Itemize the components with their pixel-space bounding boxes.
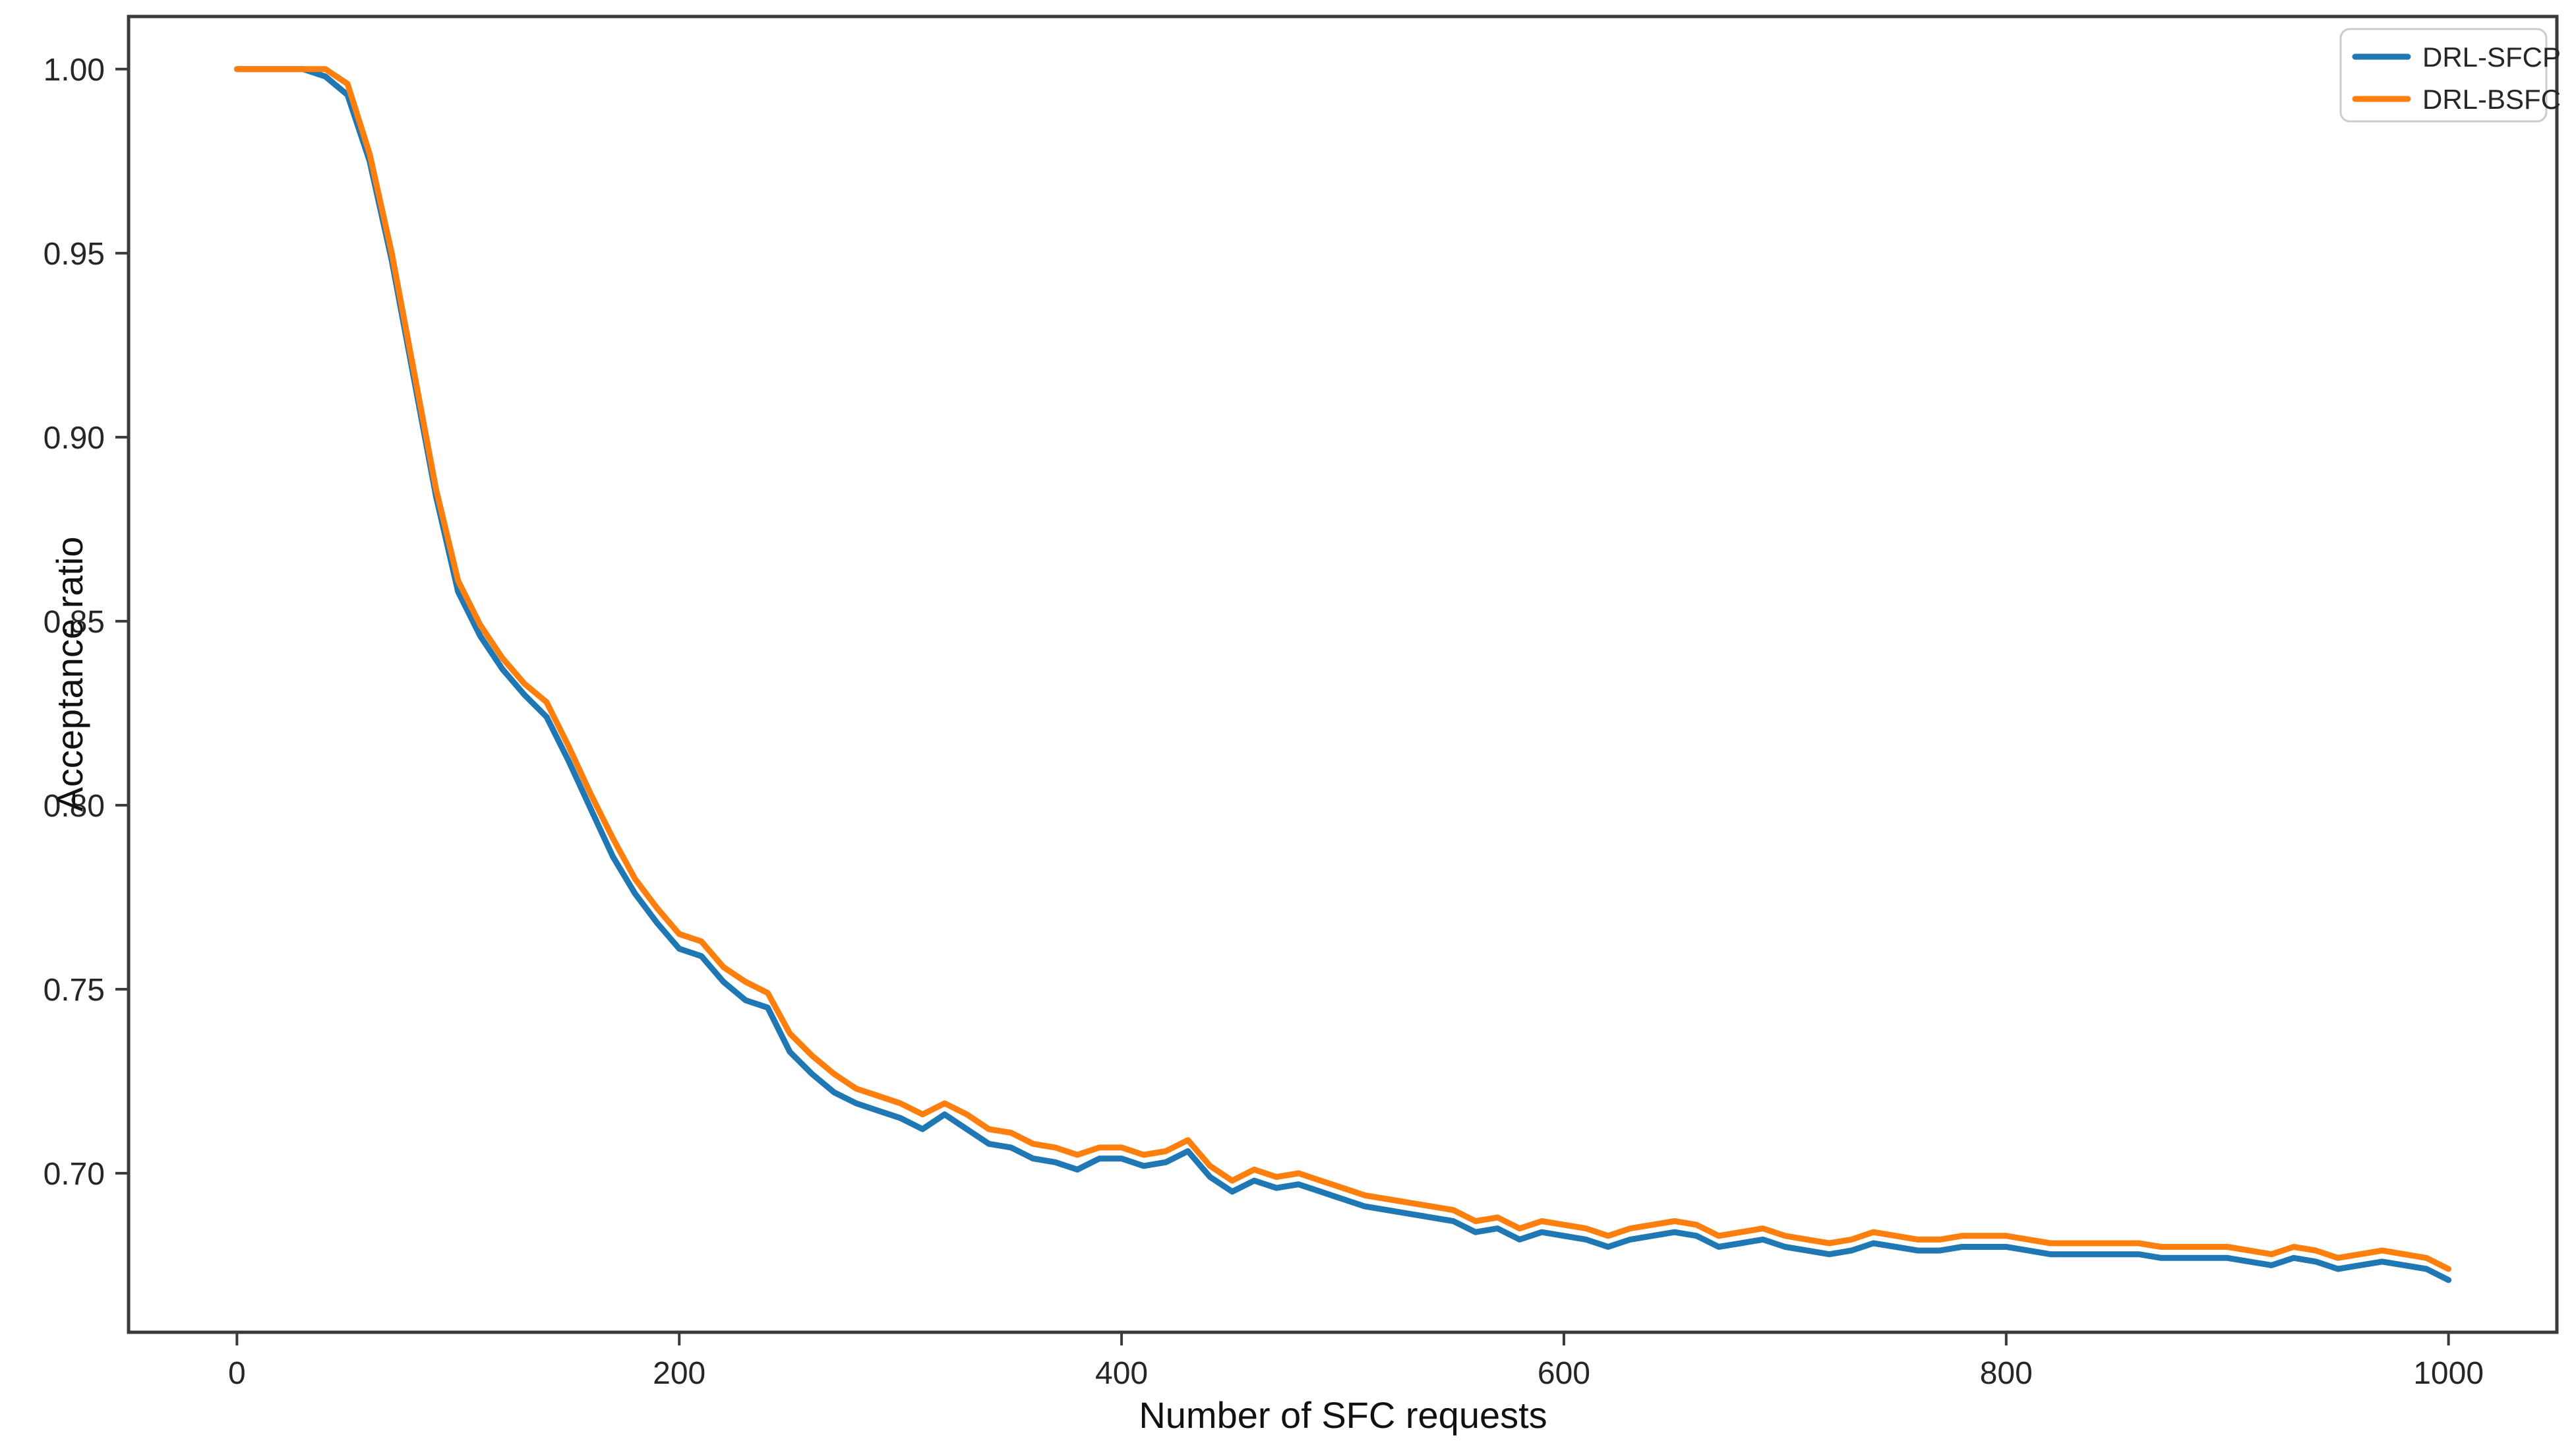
axes-spines xyxy=(127,15,2559,1334)
y-tick-label: 0.80 xyxy=(44,789,105,824)
series-line-drl-sfcp xyxy=(233,66,2452,1283)
y-tick-label: 0.75 xyxy=(44,973,105,1008)
legend-label-drl-sfcp: DRL-SFCP xyxy=(2422,42,2561,73)
plot-area: 0 200 400 600 800 1000 1.00 0.95 0.90 0.85 0.80 0.7… xyxy=(44,53,2484,1391)
x-tick-label: 800 xyxy=(1980,1356,2033,1391)
y-tick-label: 1.00 xyxy=(44,53,105,88)
legend-label-drl-bsfc: DRL-BSFC xyxy=(2422,84,2561,115)
series-line-drl-bsfc xyxy=(233,66,2452,1272)
x-tick-label: 200 xyxy=(653,1356,705,1391)
x-tick-label: 0 xyxy=(228,1356,246,1391)
x-axis-title: Number of SFC requests xyxy=(1139,1394,1547,1436)
legend: DRL-SFCP DRL-BSFC xyxy=(2339,28,2561,123)
y-tick-label: 0.90 xyxy=(44,421,105,456)
y-tick-label: 0.85 xyxy=(44,605,105,640)
y-tick-label: 0.70 xyxy=(44,1157,105,1192)
y-axis-title: Acceptance ratio xyxy=(49,536,90,811)
x-tick-label: 1000 xyxy=(2413,1356,2484,1391)
x-tick-label: 600 xyxy=(1538,1356,1590,1391)
y-tick-label: 0.95 xyxy=(44,237,105,272)
x-tick-label: 400 xyxy=(1095,1356,1148,1391)
